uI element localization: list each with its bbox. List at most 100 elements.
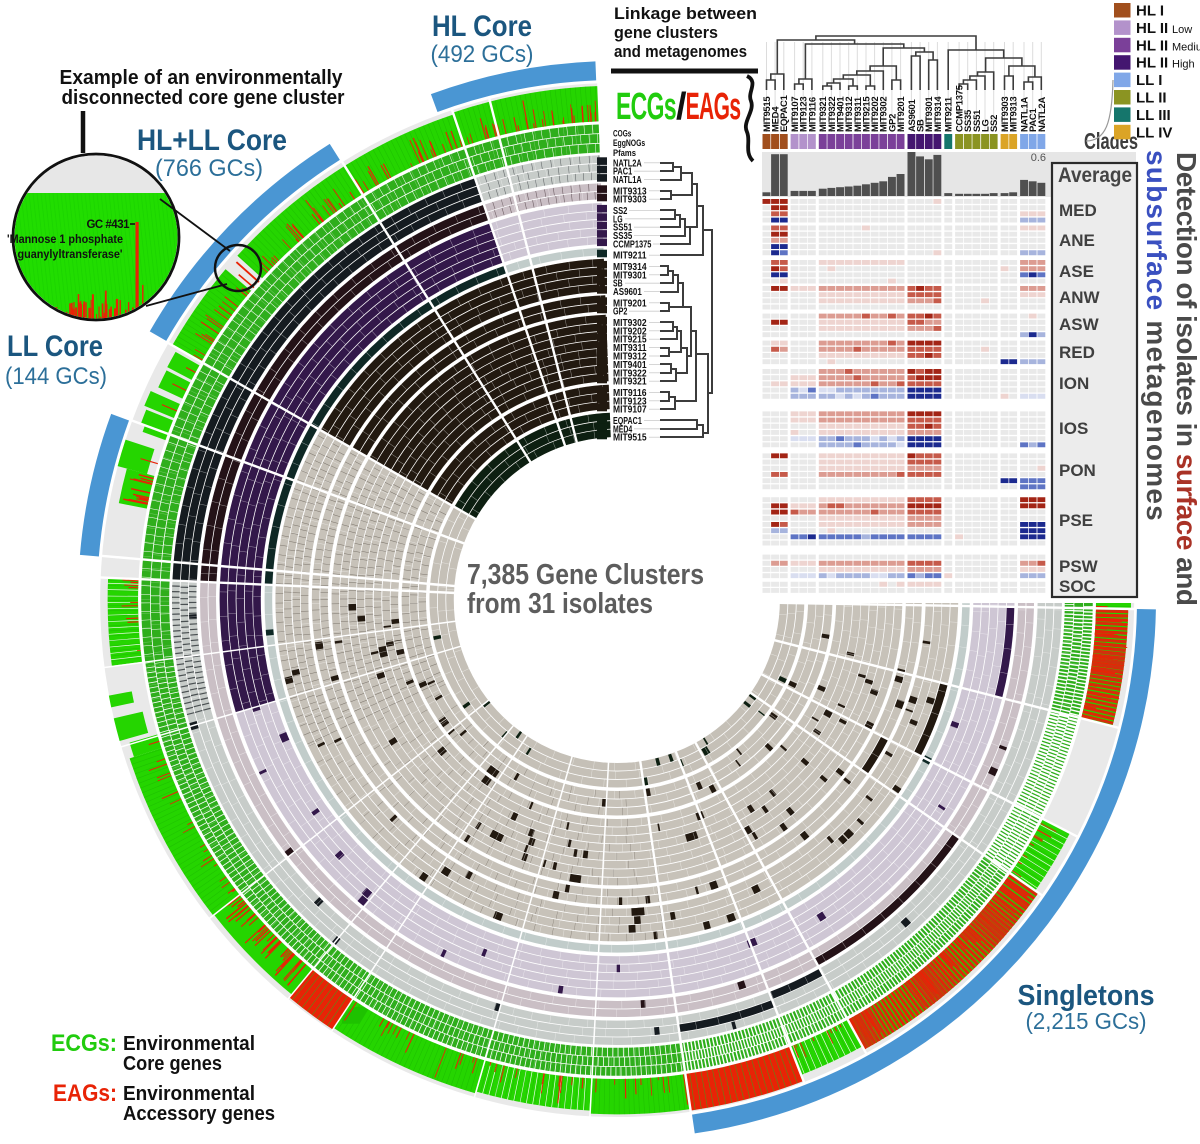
svg-text:MIT9116: MIT9116 <box>807 97 818 132</box>
svg-text:MIT9123: MIT9123 <box>613 396 647 407</box>
svg-text:from 31 isolates: from 31 isolates <box>467 588 653 620</box>
svg-text:MIT9313: MIT9313 <box>613 186 647 197</box>
svg-text:MIT9107: MIT9107 <box>613 405 647 416</box>
svg-text:LL III: LL III <box>1136 107 1171 124</box>
svg-text:SS2: SS2 <box>613 206 628 217</box>
svg-text:GP2: GP2 <box>887 114 898 132</box>
svg-text:Detection of isolates in surfa: Detection of isolates in surface and <box>1171 152 1200 605</box>
svg-text:MIT9302: MIT9302 <box>879 97 890 132</box>
svg-text:MIT9314: MIT9314 <box>613 262 647 273</box>
svg-text:GC #431: GC #431 <box>86 219 130 231</box>
svg-text:MIT9301: MIT9301 <box>613 270 647 281</box>
svg-text:AS9601: AS9601 <box>613 287 642 298</box>
svg-text:EQPAC1: EQPAC1 <box>613 416 642 427</box>
svg-text:MIT9311: MIT9311 <box>613 343 647 354</box>
svg-text:subsurface metagenomes: subsurface metagenomes <box>1141 150 1172 522</box>
svg-text:EggNOGs: EggNOGs <box>613 138 645 149</box>
svg-text:MIT9515: MIT9515 <box>762 96 773 132</box>
svg-text:NATL1A: NATL1A <box>613 175 642 186</box>
svg-text:ECGs:: ECGs: <box>51 1030 117 1057</box>
svg-text:HL+LL Core: HL+LL Core <box>137 124 287 157</box>
svg-text:Linkage between: Linkage between <box>614 5 757 23</box>
svg-text:Pfams: Pfams <box>613 148 636 159</box>
svg-text:0.6: 0.6 <box>1031 152 1046 164</box>
svg-text:MIT9201: MIT9201 <box>896 96 907 132</box>
svg-text:(144 GCs): (144 GCs) <box>5 363 107 390</box>
svg-text:SS2: SS2 <box>989 115 1000 132</box>
svg-text:MIT9312: MIT9312 <box>613 352 647 363</box>
svg-text:LL II: LL II <box>1136 90 1167 107</box>
svg-text:Average: Average <box>1058 164 1132 187</box>
svg-text:7,385 Gene Clusters: 7,385 Gene Clusters <box>467 559 704 591</box>
svg-text:gene clusters: gene clusters <box>614 24 718 42</box>
svg-text:Environmental: Environmental <box>123 1083 255 1105</box>
svg-text:PON: PON <box>1059 461 1096 480</box>
svg-text:MIT9312: MIT9312 <box>844 97 855 132</box>
svg-text:MIT9311: MIT9311 <box>853 96 864 132</box>
svg-text:LL IV: LL IV <box>1136 124 1172 141</box>
svg-text:(492 GCs): (492 GCs) <box>431 41 534 68</box>
svg-text:High: High <box>1172 59 1195 71</box>
svg-text:Core genes: Core genes <box>123 1053 222 1075</box>
svg-text:MIT9515: MIT9515 <box>613 433 647 444</box>
svg-text:(766 GCs): (766 GCs) <box>155 155 263 182</box>
svg-text:HL I: HL I <box>1136 3 1164 20</box>
svg-text:HL II: HL II <box>1136 55 1168 72</box>
svg-text:ION: ION <box>1059 374 1089 393</box>
svg-text:SOC: SOC <box>1059 577 1096 596</box>
svg-text:SS51: SS51 <box>613 223 633 234</box>
svg-text:LL Core: LL Core <box>7 330 103 363</box>
svg-text:MIT9215: MIT9215 <box>861 96 872 132</box>
svg-text:GP2: GP2 <box>613 307 628 318</box>
svg-text:SB: SB <box>916 119 927 132</box>
svg-text:PAC1: PAC1 <box>613 167 633 178</box>
svg-text:disconnected core gene cluster: disconnected core gene cluster <box>62 86 345 109</box>
svg-text:MIT9211: MIT9211 <box>944 96 955 132</box>
svg-text:MIT9321: MIT9321 <box>613 377 647 388</box>
svg-text:PSE: PSE <box>1059 511 1093 530</box>
svg-text:Singletons: Singletons <box>1018 980 1155 1012</box>
svg-text:MIT9322: MIT9322 <box>827 97 838 132</box>
svg-text:NATL2A: NATL2A <box>1037 97 1048 132</box>
svg-text:HL II: HL II <box>1136 20 1168 37</box>
svg-text:CCMP1375: CCMP1375 <box>955 84 966 132</box>
svg-text:MIT9303: MIT9303 <box>1000 97 1011 132</box>
svg-text:Example of an environmentally: Example of an environmentally <box>60 66 344 89</box>
svg-text:guanylyltransferase': guanylyltransferase' <box>18 249 123 261</box>
svg-text:(2,215 GCs): (2,215 GCs) <box>1026 1008 1147 1034</box>
svg-text:ANE: ANE <box>1059 231 1095 250</box>
svg-text:MIT9302: MIT9302 <box>613 318 647 329</box>
svg-text:and metagenomes: and metagenomes <box>614 43 747 61</box>
svg-text:MIT9401: MIT9401 <box>613 360 647 371</box>
svg-text:PSW: PSW <box>1059 557 1099 576</box>
svg-text:ASE: ASE <box>1059 262 1094 281</box>
svg-text:MIT9215: MIT9215 <box>613 335 647 346</box>
svg-text:SS51: SS51 <box>972 109 983 132</box>
svg-text:IOS: IOS <box>1059 419 1088 438</box>
svg-text:HL II: HL II <box>1136 37 1168 54</box>
svg-text:Medium: Medium <box>1172 41 1200 53</box>
svg-text:RED: RED <box>1059 343 1095 362</box>
svg-text:SS35: SS35 <box>613 231 633 242</box>
svg-text:Environmental: Environmental <box>123 1033 255 1055</box>
svg-text:MIT9201: MIT9201 <box>613 298 647 309</box>
svg-text:CCMP1375: CCMP1375 <box>613 240 652 251</box>
svg-text:MED4: MED4 <box>771 106 782 132</box>
svg-text:MIT9401: MIT9401 <box>836 96 847 132</box>
svg-text:MIT9322: MIT9322 <box>613 368 647 379</box>
svg-text:NATL1A: NATL1A <box>1020 97 1031 132</box>
svg-text:HL Core: HL Core <box>432 10 532 43</box>
svg-text:MIT9116: MIT9116 <box>613 388 647 399</box>
svg-text:LG: LG <box>613 214 623 225</box>
svg-text:Accessory genes: Accessory genes <box>123 1103 275 1125</box>
svg-text:MED4: MED4 <box>613 424 632 435</box>
svg-text:Low: Low <box>1172 24 1192 36</box>
svg-text:SS35: SS35 <box>963 109 974 132</box>
svg-text:MIT9202: MIT9202 <box>613 326 647 337</box>
svg-text:NATL2A: NATL2A <box>613 158 642 169</box>
svg-text:PAC1: PAC1 <box>1028 108 1039 132</box>
svg-text:LG: LG <box>981 119 992 132</box>
svg-text:MIT9123: MIT9123 <box>799 97 810 132</box>
svg-text:SB: SB <box>613 279 623 290</box>
svg-text:ANW: ANW <box>1059 288 1101 307</box>
